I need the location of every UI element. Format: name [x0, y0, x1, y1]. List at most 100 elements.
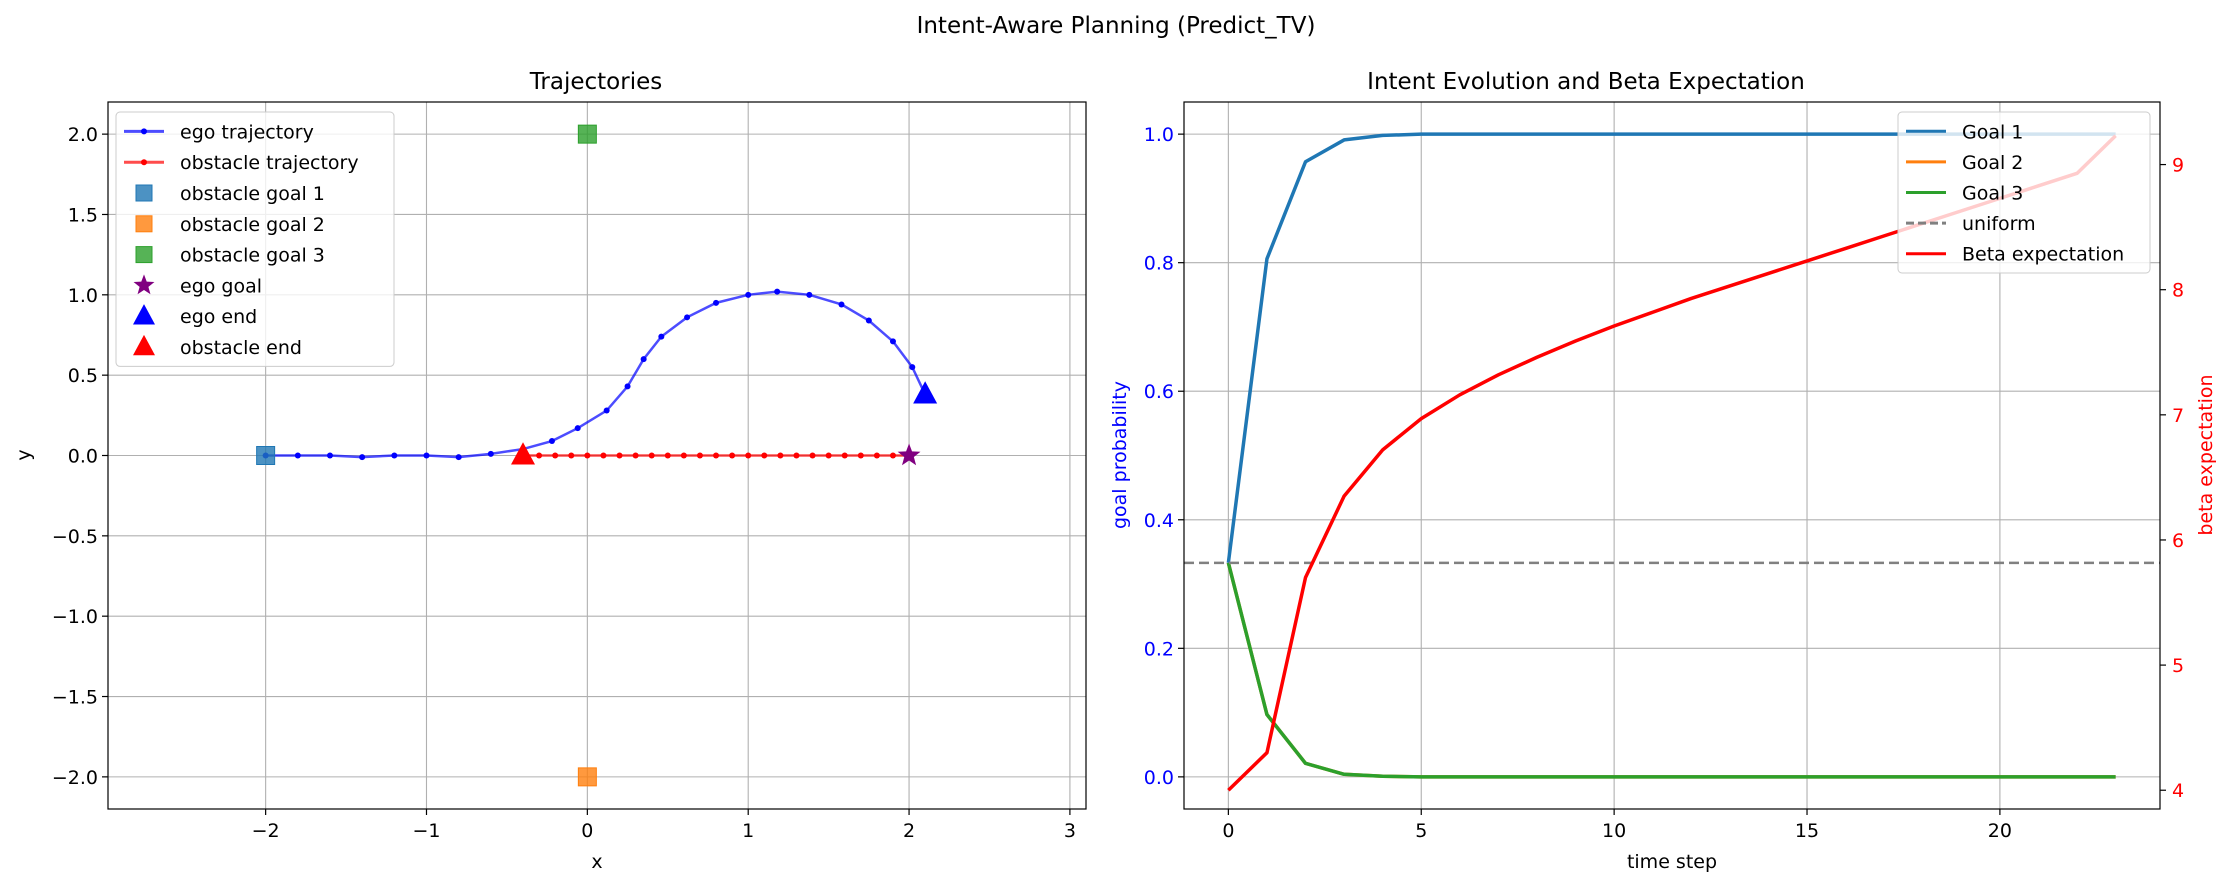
obstacle-trajectory-point: [632, 452, 639, 459]
obstacle-goal-1-marker: [256, 446, 276, 465]
ego-trajectory-point: [745, 291, 752, 298]
obstacle-trajectory-point: [536, 452, 543, 459]
traj-legend-obstacle-goal-2-label: obstacle goal 2: [180, 214, 325, 236]
intent-tick-label-y: 1.0: [1144, 124, 1174, 146]
intent-tick-label-y2: 6: [2172, 530, 2184, 552]
intent-panel: Intent Evolution and Beta Expectation 0 5…: [1109, 69, 2217, 873]
obstacle-trajectory-point: [825, 452, 832, 459]
traj-tick-label-y: 1.0: [68, 285, 98, 307]
intent-tick-label-y2: 8: [2172, 280, 2184, 302]
traj-legend-obstacle-goal-1-swatch: [135, 184, 153, 202]
obstacle-trajectory-point: [809, 452, 816, 459]
ego-goal-marker: [897, 443, 921, 466]
obstacle-trajectory-point: [664, 452, 671, 459]
obstacle-trajectory-point: [616, 452, 623, 459]
obstacle-trajectory-point: [584, 452, 591, 459]
ego-end-marker: [913, 381, 938, 404]
traj-legend-obstacle-trajectory-swatch-marker: [141, 159, 147, 166]
traj-tick-label-y: 2.0: [68, 124, 98, 146]
intent-tick-label-x: 5: [1415, 820, 1427, 842]
obstacle-trajectory-point: [713, 452, 720, 459]
intent-tick-label-y: 0.2: [1144, 638, 1174, 660]
intent-tick-label-y2: 7: [2172, 405, 2184, 427]
obstacle-trajectory-point: [777, 452, 784, 459]
obstacle-goal-3-marker: [577, 124, 597, 144]
ego-trajectory-point: [603, 407, 610, 414]
ego-trajectory-point: [909, 364, 916, 371]
traj-legend-obstacle-trajectory-label: obstacle trajectory: [180, 152, 359, 174]
obstacle-trajectory-point: [568, 452, 575, 459]
figure-title: Intent-Aware Planning (Predict_TV): [917, 13, 1316, 39]
intent-tick-label-y: 0.0: [1144, 767, 1174, 789]
intent-tick-label-y: 0.6: [1144, 381, 1174, 403]
ego-trajectory-point: [889, 338, 896, 345]
traj-legend-ego-end-label: ego end: [180, 306, 257, 328]
obstacle-trajectory-point: [857, 452, 864, 459]
traj-legend-obstacle-goal-3-swatch: [135, 246, 153, 264]
obstacle-trajectory-point: [648, 452, 655, 459]
intent-legend-goal-2-label: Goal 2: [1962, 152, 2023, 174]
ego-trajectory-point: [865, 317, 872, 324]
traj-tick-label-x: 2: [903, 820, 915, 842]
intent-legend-uniform-label: uniform: [1962, 213, 2036, 235]
trajectories-title: Trajectories: [529, 69, 662, 95]
traj-legend-ego-trajectory-swatch-marker: [141, 128, 147, 135]
obstacle-trajectory-point: [729, 452, 736, 459]
traj-tick-label-y: 1.5: [68, 204, 98, 226]
trajectories-panel: Trajectories −2 −1 0 1 2 3 −2.0 −1.5 −1.0 −0.5 0.0…: [13, 69, 1087, 873]
obstacle-trajectory-point: [600, 452, 607, 459]
traj-tick-label-y: −1.5: [52, 687, 98, 709]
traj-legend-ego-trajectory-label: ego trajectory: [180, 121, 314, 143]
ego-trajectory-point: [806, 291, 813, 298]
traj-tick-label-y: −1.0: [52, 606, 98, 628]
traj-tick-label-y: 0.5: [68, 365, 98, 387]
intent-x-label: time step: [1627, 851, 1717, 873]
ego-trajectory-point: [574, 425, 581, 432]
ego-trajectory-point: [713, 299, 720, 306]
traj-tick-label-y: −0.5: [52, 526, 98, 548]
obstacle-end-marker: [511, 442, 536, 465]
ego-trajectory-point: [684, 314, 691, 321]
intent-legend-beta-expectation-label: Beta expectation: [1962, 244, 2124, 266]
intent-tick-label-x: 15: [1795, 820, 1819, 842]
ego-trajectory-point: [658, 333, 665, 340]
traj-tick-label-x: −2: [252, 820, 280, 842]
intent-tick-label-x: 10: [1602, 820, 1626, 842]
intent-ticks: 0 5 10 15 20 0.0 0.2 0.4 0.6 0.8 1.0 4 5 6 7 8 9: [1144, 124, 2184, 842]
intent-tick-label-y: 0.4: [1144, 510, 1174, 532]
intent-y-label: goal probability: [1109, 381, 1131, 529]
obstacle-goal-2-marker: [577, 767, 597, 787]
intent-tick-label-x: 20: [1988, 820, 2012, 842]
traj-legend-obstacle-end-label: obstacle end: [180, 337, 302, 359]
trajectories-ticks: −2 −1 0 1 2 3 −2.0 −1.5 −1.0 −0.5 0.0 0.5 1.0 1.5 2.0: [52, 124, 1076, 842]
ego-trajectory-point: [838, 301, 845, 308]
goal-3-line: [1226, 562, 2116, 779]
traj-legend-obstacle-end-swatch: [133, 334, 155, 356]
ego-trajectory-point: [326, 452, 333, 459]
ego-trajectory-point: [548, 438, 555, 445]
intent-legend-box: [1897, 111, 2151, 274]
ego-trajectory-point: [640, 356, 647, 363]
intent-tick-label-y2: 5: [2172, 655, 2184, 677]
intent-y2-label: beta expectation: [2195, 374, 2217, 535]
traj-legend-obstacle-goal-1-label: obstacle goal 1: [180, 183, 325, 205]
ego-trajectory-point: [391, 452, 398, 459]
goal-2-line: [1226, 562, 2116, 779]
obstacle-trajectory-point: [761, 452, 768, 459]
trajectories-data: [256, 124, 938, 787]
ego-trajectory-point: [294, 452, 301, 459]
ego-trajectory-point: [455, 454, 462, 461]
traj-tick-label-x: 1: [742, 820, 754, 842]
traj-legend-ego-end-swatch: [133, 304, 155, 325]
intent-tick-label-y2: 9: [2172, 155, 2184, 177]
traj-tick-label-x: 3: [1064, 820, 1076, 842]
intent-frame: [1183, 101, 2161, 810]
ego-trajectory-point: [359, 454, 366, 461]
traj-legend-ego-goal-swatch: [133, 274, 155, 295]
intent-legend: Goal 1 Goal 2 Goal 3 uniform Beta expectatio…: [1897, 111, 2151, 274]
obstacle-trajectory-point: [696, 452, 703, 459]
traj-tick-label-y: 0.0: [68, 446, 98, 468]
intent-title: Intent Evolution and Beta Expectation: [1367, 69, 1805, 95]
traj-legend-obstacle-goal-2-swatch: [135, 215, 153, 233]
